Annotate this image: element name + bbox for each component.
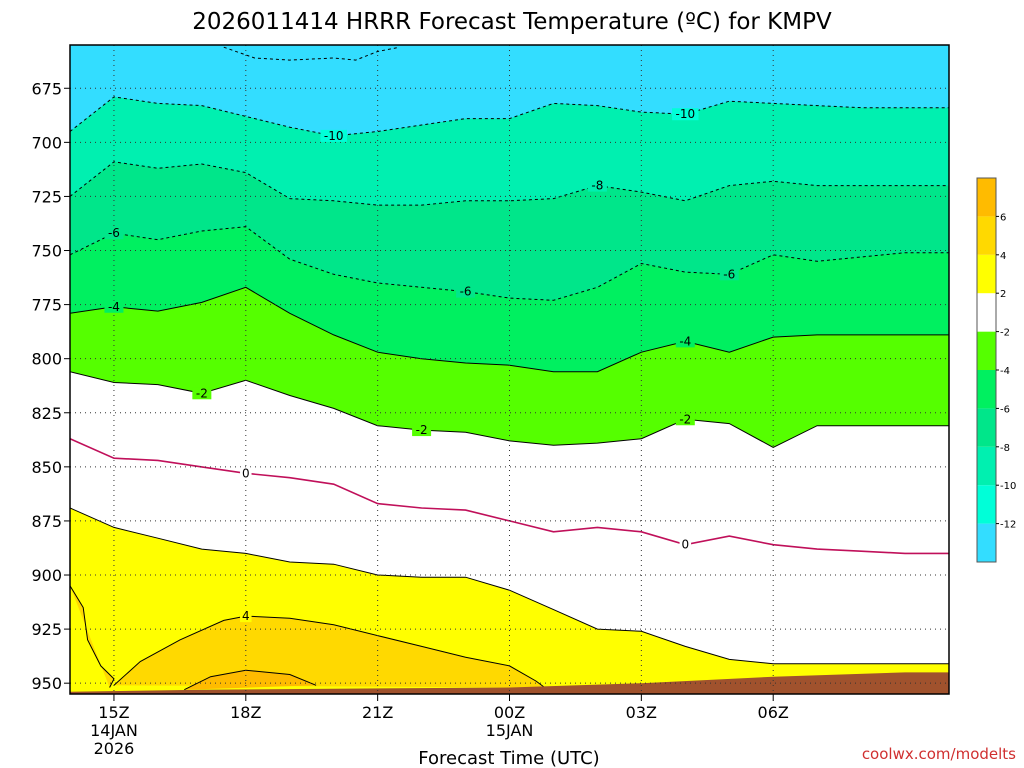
x-tick-label: 15JAN (486, 721, 534, 740)
contour-label-bg (240, 467, 252, 480)
contour-label: -2 (679, 412, 691, 426)
contour-label-bg (192, 387, 212, 400)
isotherm-4 (70, 585, 115, 688)
contour-label: -4 (679, 334, 691, 348)
colorbar-swatch (977, 523, 996, 562)
ground-surface (70, 672, 949, 694)
contour-label: -8 (591, 179, 603, 193)
x-tick-label: 2026 (94, 739, 135, 758)
x-tick-label: 18Z (230, 703, 261, 722)
contour-label: -2 (196, 386, 208, 400)
contour-label-bg (679, 538, 692, 551)
isotherm--12 (223, 46, 400, 61)
colorbar-tick-label: -10 (1000, 481, 1016, 492)
x-tick-label: 00Z (494, 703, 525, 722)
axes: 67570072575077580082585087590092595015Z1… (31, 44, 950, 758)
isotherm--10 (70, 96, 949, 137)
contour-label-bg (320, 129, 347, 142)
y-tick-label: 775 (31, 296, 62, 315)
contour-label-bg (672, 108, 699, 121)
colorbar-swatch (977, 216, 996, 255)
y-tick-label: 925 (31, 620, 62, 639)
colorbar: -12 -10 -8 -6 -4 -2 2 4 6 (976, 177, 1016, 563)
contour-label: 0 (242, 466, 250, 480)
y-tick-label: 900 (31, 566, 62, 585)
x-tick-label: 14JAN (90, 721, 138, 740)
y-tick-label: 950 (31, 674, 62, 693)
chart-title: 2026011414 HRRR Forecast Temperature (ºC… (192, 9, 832, 35)
colorbar-tick-label: 2 (1000, 289, 1006, 300)
colorbar-tick-label: -2 (1000, 328, 1010, 339)
y-tick-label: 875 (31, 512, 62, 531)
y-tick-label: 825 (31, 404, 62, 423)
contour-label-bg (675, 335, 695, 348)
contour-label: -10 (675, 107, 695, 121)
x-axis-label: Forecast Time (UTC) (418, 748, 599, 768)
contour-label-bg (456, 285, 476, 298)
colorbar-swatch (977, 331, 996, 370)
x-tick-label: 21Z (362, 703, 393, 722)
y-tick-label: 725 (31, 187, 62, 206)
credit-link[interactable]: coolwx.com/modelts (862, 745, 1016, 763)
colorbar-tick-label: -4 (1000, 366, 1010, 377)
isotherm--6 (70, 226, 949, 301)
colorbar-swatch (977, 293, 996, 332)
colorbar-tick-label: -8 (1000, 443, 1010, 454)
colorbar-swatch (977, 178, 996, 217)
colorbar-tick-label: -6 (1000, 404, 1010, 415)
band-warm-4 (114, 616, 545, 688)
colorbar-swatch (977, 485, 996, 524)
contour-label-bg (412, 424, 432, 437)
contour-label-bg (587, 179, 607, 192)
colorbar-tick-label: 6 (1000, 212, 1006, 223)
contour-label: -6 (723, 267, 735, 281)
x-tick-label: 06Z (758, 703, 789, 722)
plot-overlay: 0 0 4 -2 -2 -2 -4 -4 -6 -6 -6 -8 -10 -10 (70, 45, 949, 694)
contour-label: 4 (242, 609, 250, 623)
contour-label-bg (675, 413, 695, 426)
contour-label: 0 (681, 538, 689, 552)
colorbar-swatch (977, 370, 996, 409)
colorbar-swatch (977, 446, 996, 486)
y-tick-label: 850 (31, 458, 62, 477)
contour-label: -6 (108, 226, 120, 240)
contour-label-bg (719, 268, 739, 281)
y-tick-label: 700 (31, 133, 62, 152)
band-warm-6 (184, 670, 317, 690)
contour-label-bg (104, 227, 124, 240)
colorbar-swatch (977, 408, 996, 447)
contour-label: -2 (416, 423, 428, 437)
y-tick-label: 675 (31, 79, 62, 98)
y-tick-label: 800 (31, 350, 62, 369)
x-tick-label: 15Z (98, 703, 129, 722)
colorbar-tick-label: -12 (1000, 520, 1016, 531)
contour-label-bg (240, 610, 252, 623)
contour-label-bg (104, 300, 124, 313)
contour-label: -6 (460, 285, 472, 299)
y-tick-label: 750 (31, 242, 62, 261)
colorbar-tick-label: 4 (1000, 251, 1006, 262)
colorbar-swatch (977, 254, 996, 294)
band-warm-4 (70, 585, 114, 688)
x-tick-label: 03Z (626, 703, 657, 722)
contour-label: -10 (324, 129, 344, 143)
contour-label: -4 (108, 300, 120, 314)
